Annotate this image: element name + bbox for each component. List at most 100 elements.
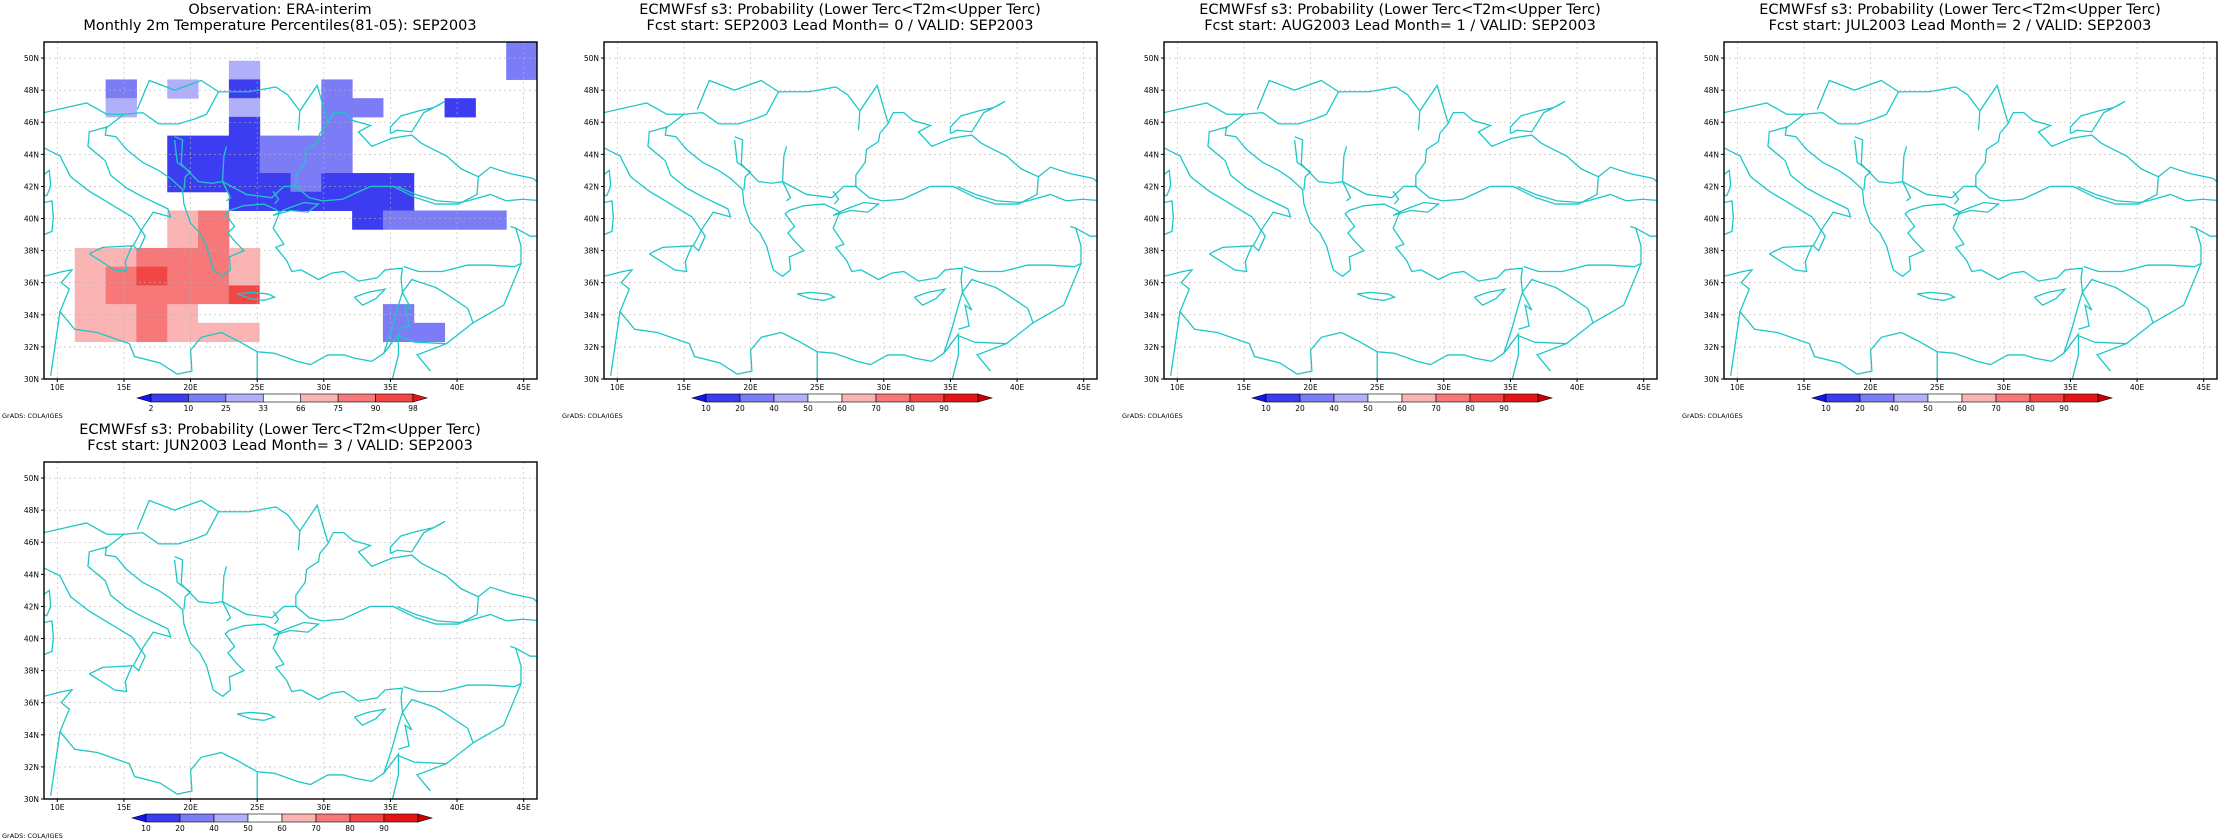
coastline	[1724, 268, 1991, 375]
coastline	[2069, 100, 2126, 135]
colorbar-arrow-low	[1250, 393, 1267, 403]
map-lead3: 10E 15E 20E 25E 30E 35E 40E 45E 30N 32N 34N 36N 38N 4…	[24, 461, 538, 833]
colorbar-arrow-low	[1810, 393, 1827, 403]
colorbar-segment	[1995, 393, 2031, 403]
colorbar-segment	[739, 393, 775, 403]
lon-tick-label: 25E	[250, 383, 265, 392]
panel-title-line1: ECMWFsf s3: Probability (Lower Terc<T2m<…	[639, 2, 1041, 18]
lat-tick-label: 32N	[24, 763, 39, 772]
coastline	[104, 86, 301, 131]
map-cell	[136, 266, 168, 286]
colorbar-label: 40	[1329, 404, 1339, 413]
coastline	[383, 752, 400, 799]
lat-tick-label: 48N	[24, 86, 39, 95]
lon-tick-label: 10E	[1730, 383, 1745, 392]
coastline	[963, 225, 1082, 273]
lat-tick-label: 44N	[1144, 150, 1159, 159]
map-cell	[321, 154, 353, 174]
panel-lead2: ECMWFsf s3: Probability (Lower Terc<T2m<…	[1680, 0, 2240, 420]
coastline	[403, 645, 522, 693]
lat-tick-label: 32N	[24, 343, 39, 352]
map-cell	[167, 285, 199, 305]
colorbar-label: 60	[1957, 404, 1967, 413]
lat-tick-label: 38N	[1704, 247, 1719, 256]
colorbar-segment	[337, 393, 376, 403]
lon-tick-label: 35E	[383, 803, 398, 812]
coastline	[1592, 263, 1642, 324]
map-cell	[136, 247, 168, 268]
coastline	[1724, 169, 1732, 197]
coastline	[1419, 83, 1449, 123]
coastline	[353, 708, 387, 726]
coastline	[398, 712, 413, 750]
map-cell	[228, 266, 261, 286]
grads-credit: GrADS: COLA/IGES	[2, 412, 63, 420]
map-cell	[259, 304, 291, 324]
map-cell	[198, 285, 230, 305]
coastline	[1518, 292, 1533, 330]
colorbar-arrow-low	[135, 393, 152, 403]
coastline	[44, 546, 404, 786]
colorbar-segment	[841, 393, 877, 403]
lon-tick-label: 25E	[1370, 383, 1385, 392]
lon-tick-label: 30E	[317, 383, 332, 392]
coastline	[467, 166, 537, 202]
map-cell	[105, 285, 137, 305]
coastline	[272, 190, 280, 205]
map-cell	[475, 210, 507, 230]
lon-tick-label: 25E	[250, 803, 265, 812]
colorbar-arrow-low	[690, 393, 707, 403]
map-cell	[321, 191, 353, 211]
lat-tick-label: 40N	[24, 215, 39, 224]
coastline	[1294, 136, 1352, 202]
map-cell	[352, 210, 384, 230]
lon-tick-label: 30E	[317, 803, 332, 812]
map-cell	[228, 116, 261, 137]
map-cell	[259, 154, 291, 174]
coastline	[174, 556, 232, 622]
coastline	[1523, 225, 1642, 273]
coastline	[781, 146, 858, 199]
colorbar-segment	[2063, 393, 2099, 403]
coastline	[604, 102, 684, 115]
lat-tick-label: 36N	[1704, 279, 1719, 288]
colorbar-label: 66	[296, 404, 306, 413]
colorbar-label: 80	[1465, 404, 1475, 413]
lon-tick-label: 15E	[1237, 383, 1252, 392]
colorbar-label: 98	[408, 404, 418, 413]
coastline	[389, 520, 446, 555]
coastline	[299, 83, 329, 123]
coastline	[236, 711, 277, 722]
lat-tick-label: 38N	[24, 667, 39, 676]
lat-tick-label: 40N	[24, 635, 39, 644]
lon-tick-label: 30E	[1437, 383, 1452, 392]
map-cell	[105, 322, 137, 343]
lon-tick-label: 35E	[1503, 383, 1518, 392]
coastline	[403, 225, 522, 273]
colorbar-label: 70	[1431, 404, 1441, 413]
lat-tick-label: 40N	[1144, 215, 1159, 224]
coastline	[2152, 263, 2202, 324]
coastlines	[604, 79, 1097, 379]
colorbar-label: 90	[379, 824, 389, 833]
coastline	[2147, 166, 2217, 202]
map-cell	[74, 322, 107, 343]
lon-tick-label: 25E	[810, 383, 825, 392]
coastline	[1164, 126, 1524, 366]
colorbar-segment	[281, 813, 317, 823]
lon-tick-label: 45E	[1637, 383, 1652, 392]
colorbar-label: 60	[277, 824, 287, 833]
coastline	[610, 311, 621, 376]
colorbar-label: 40	[209, 824, 219, 833]
colorbar-segment	[375, 393, 414, 403]
map-cell	[105, 60, 137, 80]
colorbar-segment	[875, 393, 911, 403]
coastline	[1816, 79, 1899, 110]
lon-tick-label: 40E	[1010, 383, 1025, 392]
colorbar-arrow-high	[417, 813, 434, 823]
map-cell	[352, 191, 384, 211]
lon-tick-label: 10E	[610, 383, 625, 392]
lat-tick-label: 36N	[24, 699, 39, 708]
coastline	[515, 227, 537, 237]
colorbar-label: 20	[735, 404, 745, 413]
